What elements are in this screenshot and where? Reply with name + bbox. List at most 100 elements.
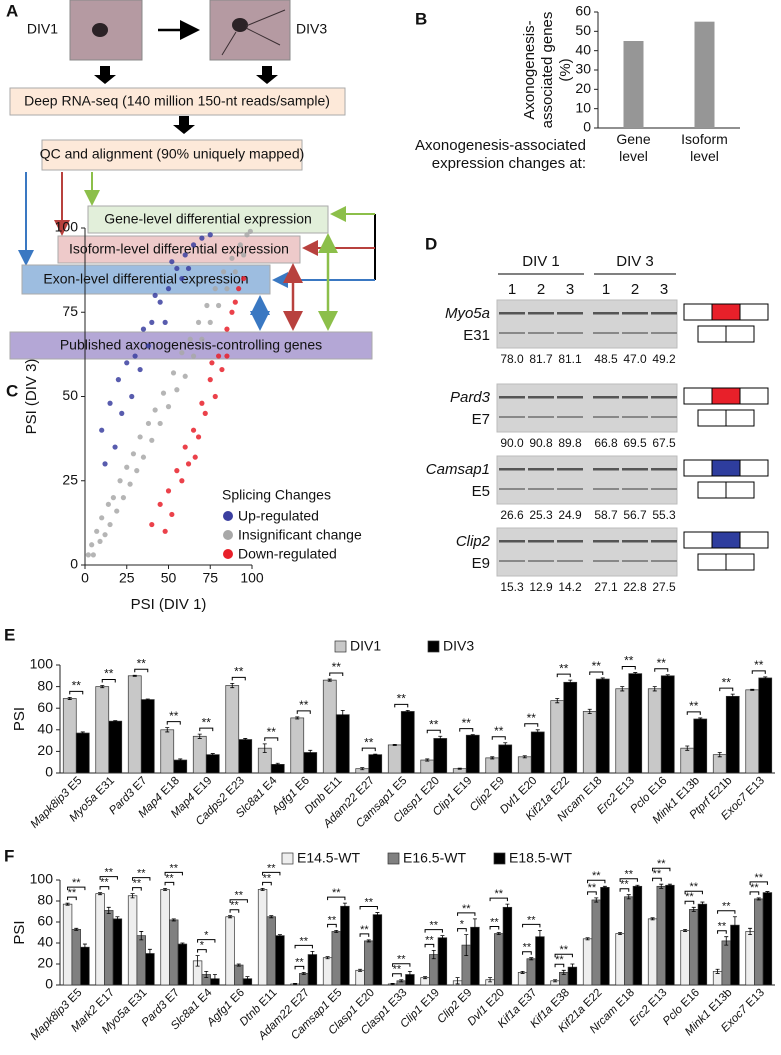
point — [219, 366, 225, 373]
band — [528, 488, 554, 490]
point — [179, 350, 185, 356]
significance-bracket — [262, 871, 281, 876]
error-bar — [139, 931, 144, 941]
legend-swatch — [427, 640, 440, 653]
y-tick-label: 25 — [62, 471, 78, 487]
bar — [104, 910, 114, 986]
legend-marker — [223, 530, 233, 540]
x-tick-label: 0 — [81, 570, 89, 586]
error-bar — [488, 977, 493, 983]
point — [199, 400, 205, 406]
error-bar — [520, 970, 525, 974]
bar — [632, 885, 643, 986]
band — [622, 396, 648, 399]
significance-bracket — [329, 672, 344, 677]
point — [169, 511, 175, 518]
error-bar — [260, 888, 265, 891]
significance-label: ** — [234, 665, 244, 679]
significance-label: ** — [624, 869, 633, 881]
point — [115, 377, 121, 383]
error-bar — [763, 676, 768, 680]
gel-image — [496, 299, 678, 349]
error-bar — [147, 948, 152, 959]
error-bar — [132, 674, 137, 677]
bar — [372, 914, 383, 986]
x-tick-label: 25 — [119, 570, 135, 586]
band — [651, 312, 677, 315]
bar — [680, 930, 690, 986]
legend-label: DIV3 — [443, 638, 474, 654]
bar — [322, 957, 333, 986]
point — [137, 434, 143, 440]
point — [179, 478, 185, 484]
bar — [387, 744, 402, 774]
band — [651, 560, 677, 562]
significance-bracket — [199, 727, 214, 732]
bar — [437, 937, 448, 986]
psi-value: 81.1 — [558, 352, 582, 366]
significance-label: ** — [592, 870, 601, 882]
significance-bracket — [132, 877, 151, 881]
bar — [494, 933, 504, 986]
point — [170, 370, 177, 376]
box-text: Gene-level differential expression — [104, 211, 312, 227]
point — [120, 495, 127, 501]
bar — [647, 918, 658, 986]
gel-image — [496, 527, 678, 577]
exon — [697, 553, 727, 571]
error-bar — [366, 939, 371, 943]
error-bar — [98, 892, 103, 896]
point — [145, 420, 152, 427]
bar — [71, 928, 81, 986]
bar — [368, 754, 383, 774]
significance-bracket — [652, 877, 662, 882]
bar — [364, 940, 374, 986]
significance-bracket — [522, 951, 532, 955]
point — [140, 326, 147, 332]
significance-label: ** — [137, 868, 146, 880]
significance-bracket — [359, 906, 378, 910]
error-bar — [165, 727, 170, 733]
significance-label: ** — [364, 896, 373, 908]
error-bar — [210, 753, 215, 757]
box — [9, 331, 373, 360]
error-bar — [652, 686, 657, 692]
significance-label: ** — [754, 658, 764, 672]
band — [622, 468, 648, 471]
significance-bracket — [749, 891, 760, 895]
point — [124, 464, 130, 470]
band — [499, 560, 525, 562]
bar — [335, 714, 350, 774]
bar — [95, 893, 105, 986]
point — [195, 319, 202, 325]
bar — [712, 754, 727, 774]
significance-bracket — [296, 710, 311, 714]
band — [622, 312, 648, 315]
bar — [257, 889, 268, 986]
exon — [739, 387, 769, 405]
significance-bracket — [587, 879, 606, 884]
significance-label: ** — [494, 888, 503, 900]
point — [134, 468, 140, 474]
point — [247, 228, 253, 234]
error-bar — [535, 729, 540, 735]
significance-label: ** — [685, 891, 694, 903]
psi-value: 55.3 — [652, 508, 676, 522]
error-bar — [457, 767, 462, 770]
bar — [517, 972, 528, 986]
exon — [739, 303, 769, 321]
band — [528, 332, 554, 334]
significance-label: ** — [462, 903, 471, 915]
error-bar — [178, 758, 183, 762]
error-bar — [635, 884, 640, 888]
significance-bracket — [426, 729, 441, 734]
band — [528, 560, 554, 562]
error-bar — [667, 883, 672, 887]
y-axis-label: associated genes — [539, 12, 556, 129]
group-label: DIV 1 — [522, 253, 560, 270]
point — [99, 427, 105, 433]
x-tick-label: Gene level — [616, 131, 650, 164]
bar — [225, 685, 240, 774]
band — [622, 488, 648, 490]
point — [129, 393, 135, 400]
